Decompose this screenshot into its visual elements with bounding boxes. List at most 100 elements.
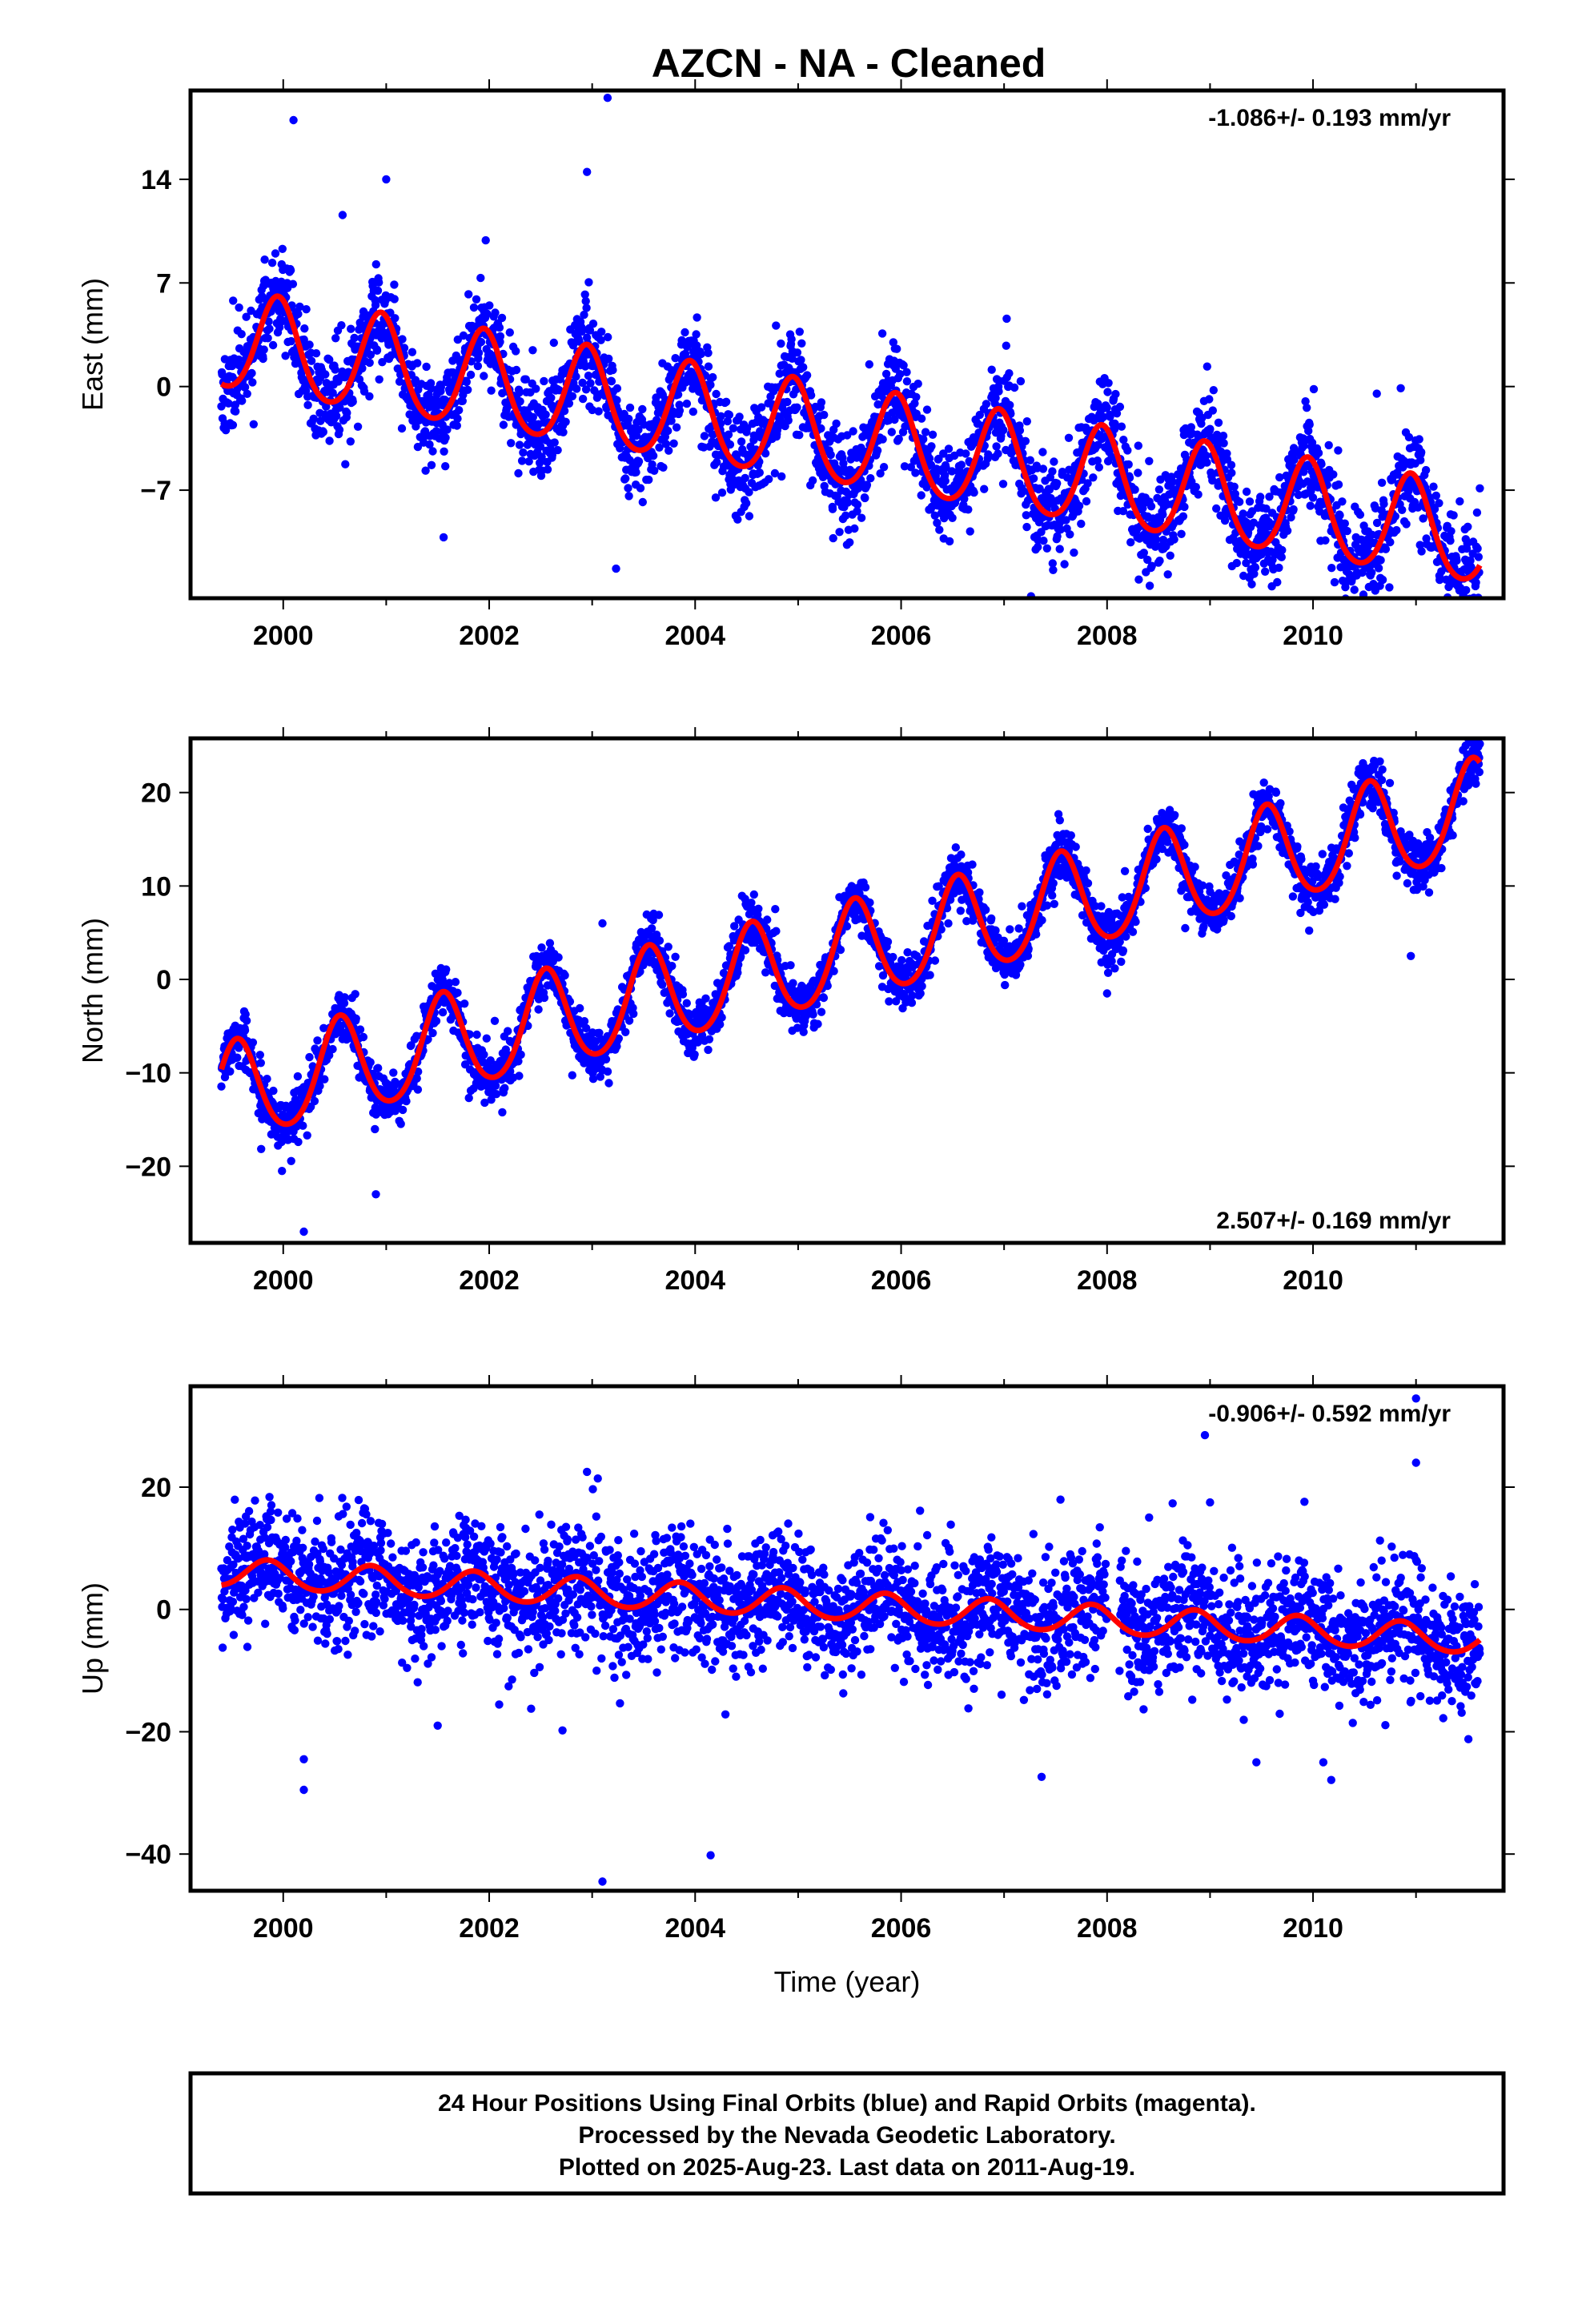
- data-point: [581, 385, 591, 394]
- data-point: [1416, 456, 1425, 464]
- data-point: [413, 442, 423, 452]
- data-point: [941, 476, 950, 485]
- data-point: [1062, 516, 1070, 525]
- data-point: [1134, 575, 1143, 584]
- data-point: [749, 431, 758, 440]
- data-point: [717, 489, 727, 497]
- data-point: [1227, 460, 1236, 469]
- data-point: [877, 329, 887, 338]
- data-point: [1345, 605, 1353, 613]
- data-point: [464, 290, 473, 299]
- data-point: [268, 340, 278, 350]
- data-point: [1374, 564, 1383, 573]
- data-point: [897, 955, 906, 965]
- data-point: [1242, 487, 1251, 497]
- data-point: [817, 424, 825, 433]
- east-plot-frame: [188, 88, 1506, 601]
- data-point: [964, 505, 973, 514]
- data-point: [440, 396, 449, 404]
- data-point: [1459, 609, 1467, 617]
- data-point: [332, 412, 341, 420]
- data-point: [672, 423, 681, 432]
- data-point: [668, 962, 677, 971]
- data-point: [1002, 341, 1011, 350]
- data-point: [1307, 438, 1317, 447]
- data-point: [1048, 559, 1058, 568]
- data-point: [1343, 526, 1351, 536]
- data-point: [1168, 477, 1177, 486]
- data-point: [328, 1044, 337, 1054]
- data-point: [568, 1071, 576, 1080]
- data-point: [299, 1121, 307, 1130]
- data-point: [309, 414, 318, 423]
- figure-title: AZCN - NA - Cleaned: [652, 41, 1046, 86]
- data-point: [578, 394, 588, 404]
- data-point: [890, 415, 899, 424]
- data-point: [745, 512, 754, 521]
- data-point: [315, 1081, 324, 1091]
- data-point: [604, 1079, 613, 1088]
- data-point: [460, 999, 469, 1008]
- data-point: [829, 533, 837, 543]
- data-point: [1006, 400, 1014, 409]
- data-point: [453, 988, 462, 997]
- x-tick-label: 2010: [1283, 621, 1343, 651]
- data-point: [391, 314, 400, 323]
- data-point: [777, 339, 785, 348]
- data-point: [259, 354, 267, 364]
- data-point: [294, 309, 303, 319]
- data-point: [229, 296, 238, 305]
- data-point: [832, 419, 841, 428]
- data-point: [371, 1124, 379, 1134]
- data-point: [476, 273, 485, 283]
- data-point: [992, 442, 1001, 451]
- data-point: [632, 468, 640, 476]
- data-point: [1177, 529, 1186, 538]
- outlier-point: [1267, 582, 1276, 591]
- data-point: [1289, 505, 1298, 514]
- data-point: [459, 331, 468, 340]
- data-point: [577, 327, 586, 336]
- data-point: [568, 341, 578, 350]
- data-point: [809, 1010, 817, 1019]
- y-tick-label: 0: [156, 372, 171, 403]
- data-point: [1035, 484, 1044, 493]
- data-point: [374, 1063, 383, 1072]
- data-point: [980, 485, 989, 493]
- data-point: [1465, 608, 1473, 616]
- data-point: [705, 1035, 714, 1044]
- north-panel: 2000 2002 2004 2006 2008 201020100−10−20North…: [76, 727, 1515, 1296]
- data-point: [913, 380, 922, 388]
- data-point: [1250, 569, 1259, 578]
- data-point: [1147, 561, 1156, 570]
- data-point: [537, 452, 546, 461]
- data-point: [248, 1038, 258, 1047]
- data-point: [772, 321, 781, 330]
- data-point: [255, 1051, 264, 1059]
- data-point: [469, 303, 479, 312]
- data-point: [624, 414, 633, 424]
- data-point: [421, 466, 430, 475]
- data-point: [607, 376, 616, 386]
- east-model-curve: [219, 293, 1483, 582]
- data-point: [540, 993, 549, 1003]
- data-point: [299, 335, 308, 344]
- data-point: [359, 1032, 368, 1042]
- data-point: [400, 344, 409, 352]
- data-point: [1010, 383, 1019, 392]
- data-point: [857, 513, 866, 522]
- data-point: [962, 449, 970, 458]
- data-point: [487, 386, 496, 395]
- data-point: [233, 1053, 242, 1062]
- data-point: [795, 431, 804, 440]
- data-point: [725, 440, 735, 449]
- data-point: [1265, 493, 1274, 501]
- data-point: [616, 444, 624, 452]
- data-point: [1166, 551, 1174, 560]
- data-point: [1329, 470, 1338, 479]
- data-point: [852, 453, 861, 462]
- data-point: [425, 440, 434, 449]
- data-point: [802, 371, 812, 380]
- east-rate-annotation: -1.086+/- 0.193 mm/yr: [1208, 105, 1451, 131]
- north-data-points: [217, 738, 1484, 1236]
